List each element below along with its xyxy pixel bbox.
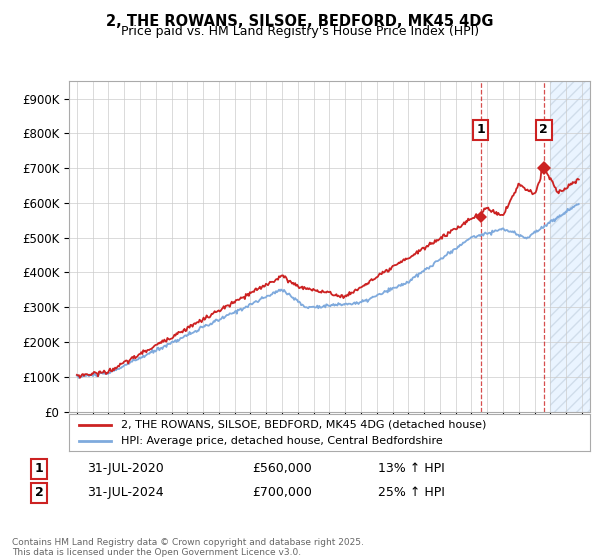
Text: 2: 2	[35, 486, 43, 500]
Text: 2, THE ROWANS, SILSOE, BEDFORD, MK45 4DG: 2, THE ROWANS, SILSOE, BEDFORD, MK45 4DG	[106, 14, 494, 29]
Text: 31-JUL-2020: 31-JUL-2020	[87, 462, 164, 475]
Text: HPI: Average price, detached house, Central Bedfordshire: HPI: Average price, detached house, Cent…	[121, 436, 443, 446]
Text: £560,000: £560,000	[252, 462, 312, 475]
Bar	[550, 81, 590, 412]
Text: 1: 1	[35, 462, 43, 475]
Text: £700,000: £700,000	[252, 486, 312, 500]
Bar	[550, 81, 590, 412]
Text: 1: 1	[476, 123, 485, 137]
Text: 2: 2	[539, 123, 548, 137]
Text: 25% ↑ HPI: 25% ↑ HPI	[378, 486, 445, 500]
Text: 2, THE ROWANS, SILSOE, BEDFORD, MK45 4DG (detached house): 2, THE ROWANS, SILSOE, BEDFORD, MK45 4DG…	[121, 419, 487, 430]
Text: Price paid vs. HM Land Registry's House Price Index (HPI): Price paid vs. HM Land Registry's House …	[121, 25, 479, 38]
Text: Contains HM Land Registry data © Crown copyright and database right 2025.
This d: Contains HM Land Registry data © Crown c…	[12, 538, 364, 557]
Text: 13% ↑ HPI: 13% ↑ HPI	[378, 462, 445, 475]
Text: 31-JUL-2024: 31-JUL-2024	[87, 486, 164, 500]
